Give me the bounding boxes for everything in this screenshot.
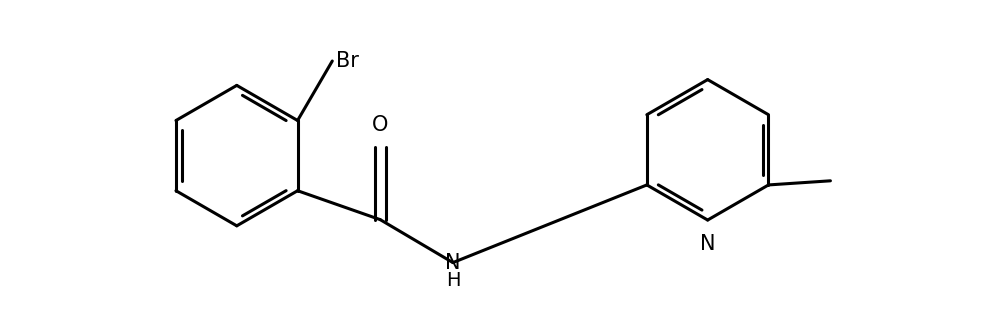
Text: H: H — [445, 271, 460, 290]
Text: O: O — [372, 115, 389, 135]
Text: Br: Br — [336, 51, 359, 71]
Text: N: N — [445, 253, 460, 272]
Text: N: N — [700, 234, 716, 254]
